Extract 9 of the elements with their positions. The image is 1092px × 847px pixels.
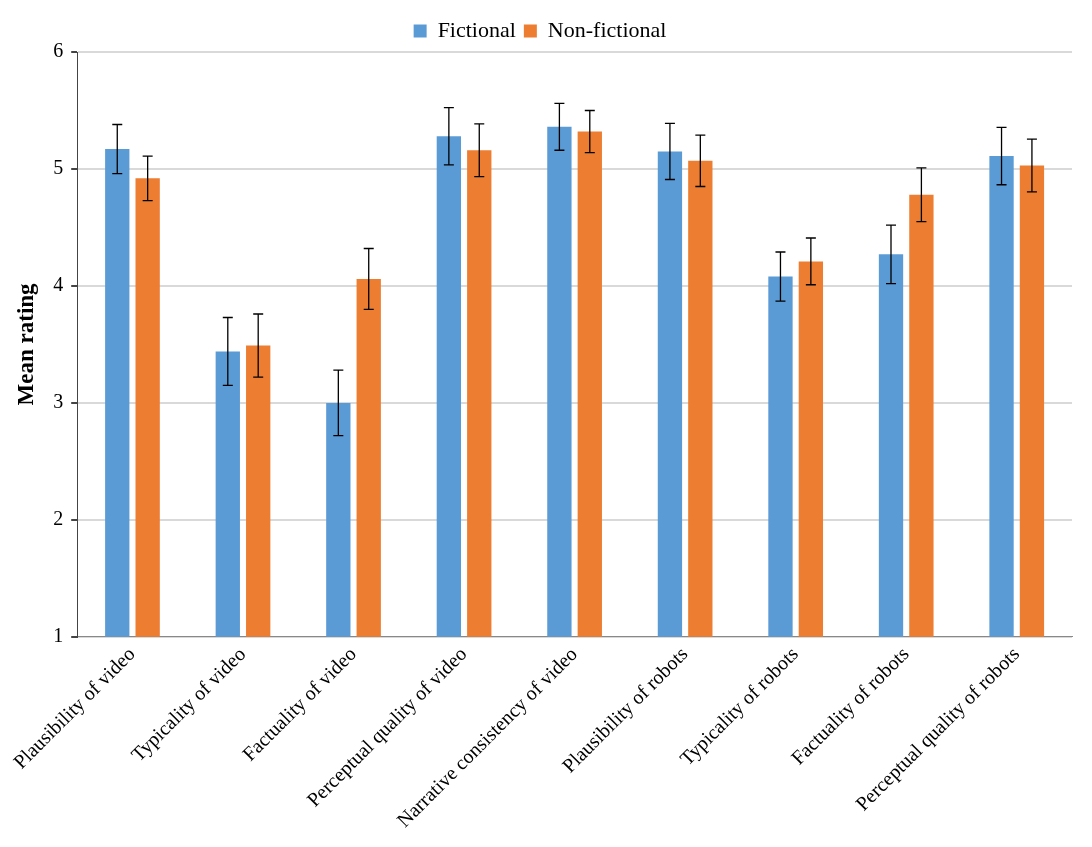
y-tick-label: 5 xyxy=(53,156,64,179)
y-tick-label: 1 xyxy=(53,624,64,647)
y-tick-label: 6 xyxy=(53,39,64,62)
legend-label: Fictional xyxy=(437,16,516,42)
y-tick-label: 3 xyxy=(53,390,64,413)
legend-label: Non-fictional xyxy=(547,16,667,42)
y-axis-title: Mean rating xyxy=(13,282,39,406)
y-tick-label: 4 xyxy=(53,273,64,296)
y-tick-label: 2 xyxy=(53,507,64,530)
